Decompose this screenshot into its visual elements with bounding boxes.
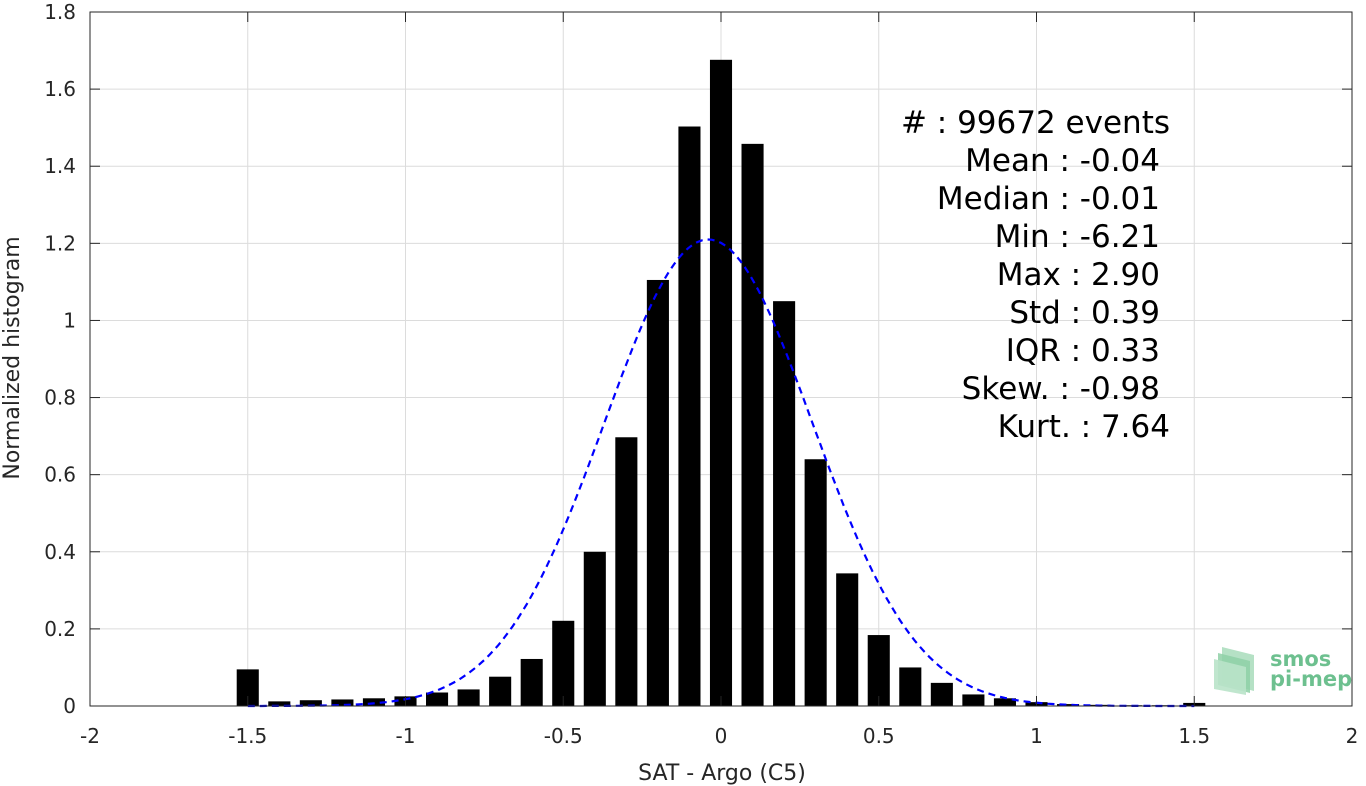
y-axis-label: Normalized histogram: [0, 236, 25, 479]
x-tick-label: -1.5: [228, 724, 267, 748]
x-tick-label: 0: [715, 724, 728, 748]
histogram-bar: [489, 676, 512, 706]
histogram-bar: [773, 301, 796, 706]
x-tick-label: 0.5: [863, 724, 895, 748]
histogram-bar: [741, 143, 764, 707]
stat-line: Kurt. : 7.64: [998, 409, 1170, 445]
histogram-bar: [362, 698, 385, 706]
histogram-bar: [867, 635, 890, 706]
histogram-bar: [678, 126, 701, 706]
histogram-bar: [331, 699, 354, 706]
histogram-bar: [552, 620, 575, 706]
histogram-bar: [520, 658, 543, 706]
histogram-bar: [299, 700, 322, 706]
histogram-bar: [583, 551, 606, 706]
stat-line: # : 99672 events: [901, 105, 1170, 141]
x-tick-label: -2: [80, 724, 100, 748]
logo-line2: pi-mep: [1270, 667, 1352, 691]
y-tick-label: 1.2: [44, 231, 76, 255]
histogram-bar: [804, 459, 827, 706]
histogram-bar: [1057, 704, 1080, 706]
x-axis-ticks: -2 -1.5 -1 -0.5 0 0.5 1 1.5 2: [80, 12, 1358, 748]
y-tick-label: 0: [63, 694, 76, 718]
histogram-bar: [993, 698, 1016, 706]
histogram-bar: [930, 682, 953, 706]
y-tick-label: 0.4: [44, 540, 76, 564]
histogram-bar: [457, 689, 480, 706]
stat-line: Mean : -0.04: [965, 143, 1160, 179]
x-tick-label: 2: [1346, 724, 1359, 748]
stat-line: IQR : 0.33: [1006, 333, 1160, 369]
y-tick-label: 1: [63, 308, 76, 332]
histogram-bar: [268, 701, 291, 706]
x-axis-label: SAT - Argo (C5): [638, 761, 806, 786]
histogram-bar: [962, 694, 985, 706]
y-tick-label: 1.8: [44, 0, 76, 24]
x-tick-label: 1: [1030, 724, 1043, 748]
histogram-bar: [615, 437, 638, 706]
x-tick-label: -0.5: [544, 724, 583, 748]
x-tick-label: 1.5: [1178, 724, 1210, 748]
y-tick-label: 0.8: [44, 386, 76, 410]
logo-line1: smos: [1270, 647, 1331, 671]
y-axis-ticks: 0 0.2 0.4 0.6 0.8 1 1.2 1.4 1.6 1.8: [44, 0, 1352, 718]
y-tick-label: 0.2: [44, 617, 76, 641]
histogram-bars: [236, 59, 1206, 707]
histogram-bar: [836, 573, 859, 706]
stat-line: Std : 0.39: [1009, 295, 1160, 331]
stat-line: Min : -6.21: [995, 219, 1160, 255]
stat-line: Skew. : -0.98: [962, 371, 1160, 407]
histogram-bar: [709, 59, 733, 706]
histogram-bar: [426, 692, 449, 706]
histogram-bar: [236, 669, 259, 706]
x-tick-label: -1: [396, 724, 416, 748]
y-tick-label: 1.4: [44, 154, 76, 178]
y-tick-label: 1.6: [44, 77, 76, 101]
stat-line: Max : 2.90: [997, 257, 1160, 293]
histogram-bar: [646, 279, 669, 706]
smos-pi-mep-logo: smos pi-mep: [1214, 647, 1352, 695]
histogram-bar: [899, 667, 922, 706]
y-tick-label: 0.6: [44, 463, 76, 487]
stat-line: Median : -0.01: [937, 181, 1160, 217]
